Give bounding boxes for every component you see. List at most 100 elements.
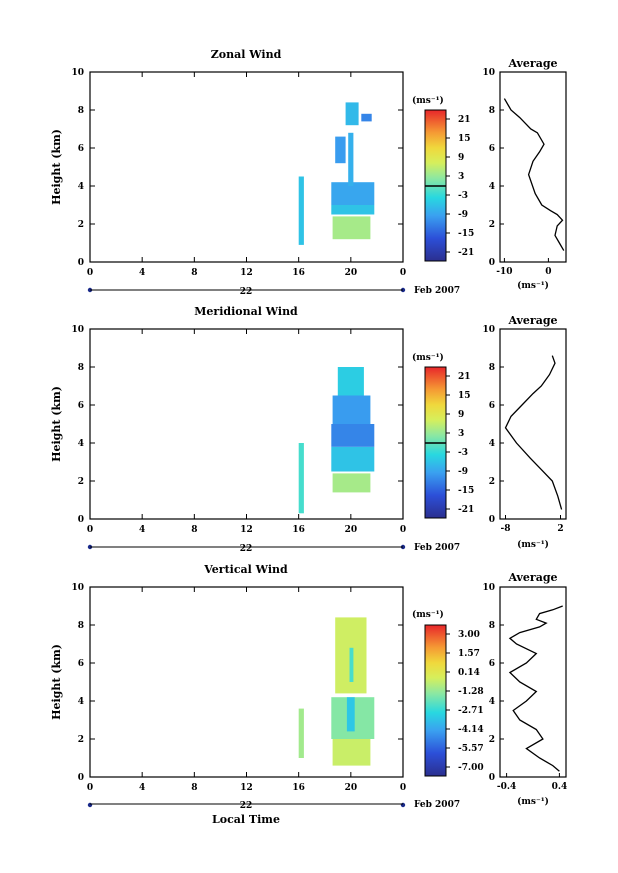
average-y-tick-label: 8 <box>489 363 495 373</box>
average-profile-line <box>503 98 565 251</box>
average-y-tick-label: 8 <box>489 106 495 116</box>
colorbar-tick-label: -4.14 <box>458 725 484 735</box>
colorbar-tick-label: -2.71 <box>458 706 484 716</box>
y-tick-label: 10 <box>71 68 84 78</box>
y-tick-label: 6 <box>78 401 84 411</box>
x-tick-label: 8 <box>191 268 197 278</box>
average-y-tick-label: 2 <box>489 477 495 487</box>
average-y-tick-label: 4 <box>489 697 495 707</box>
x-tick-label: 0 <box>400 268 406 278</box>
average-y-tick-label: 4 <box>489 439 495 449</box>
day-label: 22 <box>240 544 253 554</box>
x-tick-label: 16 <box>292 783 305 793</box>
heatmap-cell <box>346 697 355 732</box>
colorbar-tick-label: 3.00 <box>458 630 480 640</box>
average-x-label: (ms⁻¹) <box>517 280 549 291</box>
x-tick-label: 0 <box>87 783 93 793</box>
heatmap-cell <box>361 113 372 122</box>
x-tick-label: 20 <box>345 783 358 793</box>
heatmap-cell <box>331 182 375 205</box>
x-tick-label: 12 <box>240 783 253 793</box>
x-axis-label: Local Time <box>212 813 280 826</box>
y-tick-label: 2 <box>78 477 84 487</box>
x-tick-label: 8 <box>191 525 197 535</box>
heatmap-cell <box>332 216 371 240</box>
colorbar-unit: (ms⁻¹) <box>412 609 444 620</box>
colorbar-tick-label: 3 <box>458 172 464 182</box>
colorbar-tick-label: -5.57 <box>458 744 484 754</box>
heatmap-cell <box>332 739 371 766</box>
y-tick-label: 10 <box>71 583 84 593</box>
average-title: Average <box>507 314 557 327</box>
heatmap-cell <box>345 102 359 126</box>
heatmap-cell <box>298 443 304 514</box>
average-y-tick-label: 10 <box>482 68 495 78</box>
heatmap-cells <box>298 102 375 245</box>
y-tick-label: 10 <box>71 325 84 335</box>
heatmap-cell <box>331 446 375 472</box>
average-line: 0 2 4 6 8 10 -8 2 <box>482 325 563 534</box>
heatmap-cells <box>298 367 375 514</box>
average-y-tick-label: 4 <box>489 182 495 192</box>
heatmap-cell <box>332 473 371 493</box>
heatmap-cell <box>337 367 364 396</box>
x-tick-label: 0 <box>87 268 93 278</box>
panel-title: Zonal Wind <box>211 48 282 61</box>
colorbar-tick-label: 9 <box>458 410 464 420</box>
average-x-tick-label: -10 <box>496 267 512 277</box>
heatmap-cell <box>348 132 354 186</box>
average-y-tick-label: 0 <box>489 515 495 525</box>
x-tick-label: 12 <box>240 268 253 278</box>
average-plot: Average 0 2 4 6 8 10 -8 2 (ms⁻¹) <box>482 314 567 550</box>
colorbar-tick-label: -3 <box>458 448 468 458</box>
colorbar-tick-label: -1.28 <box>458 687 484 697</box>
date-bar-marker <box>87 802 93 808</box>
average-y-tick-label: 10 <box>482 583 495 593</box>
colorbar-tick-label: -15 <box>458 486 474 496</box>
average-line: 0 2 4 6 8 10 -0.4 0.4 <box>482 583 567 792</box>
average-plot: Average 0 2 4 6 8 10 -0.4 0.4 (ms⁻¹) <box>482 571 567 807</box>
average-y-tick-label: 8 <box>489 621 495 631</box>
colorbar: (ms⁻¹) 3.00 1.57 0.14 -1.28 -2.71 -4.14 -5.57 -… <box>412 609 484 777</box>
average-y-tick-label: 0 <box>489 258 495 268</box>
average-y-tick-label: 6 <box>489 659 495 669</box>
average-x-tick-label: -0.4 <box>497 782 516 792</box>
colorbar-unit: (ms⁻¹) <box>412 352 444 363</box>
date-label: Feb 2007 <box>414 286 460 296</box>
colorbar-tick-label: -21 <box>458 248 474 258</box>
x-tick-label: 8 <box>191 783 197 793</box>
average-y-tick-label: 2 <box>489 220 495 230</box>
x-tick-label: 0 <box>400 525 406 535</box>
average-y-tick-label: 10 <box>482 325 495 335</box>
x-tick-label: 20 <box>345 525 358 535</box>
colorbar-tick-label: 1.57 <box>458 649 480 659</box>
average-x-label: (ms⁻¹) <box>517 796 549 807</box>
date-label: Feb 2007 <box>414 800 460 810</box>
y-axis-label: Height (km) <box>50 129 63 205</box>
y-axis-label: Height (km) <box>50 644 63 720</box>
average-x-tick-label: -8 <box>501 524 511 534</box>
y-tick-label: 0 <box>78 773 84 783</box>
day-label: 22 <box>240 287 253 297</box>
colorbar-tick-label: -21 <box>458 505 474 515</box>
average-title: Average <box>507 57 557 70</box>
colorbar-tick-label: 15 <box>458 134 471 144</box>
x-tick-label: 4 <box>139 783 145 793</box>
y-tick-label: 6 <box>78 659 84 669</box>
x-tick-label: 0 <box>400 783 406 793</box>
average-profile-line <box>508 605 563 772</box>
colorbar: (ms⁻¹) 21 15 9 3 -3 -9 -15 -21 <box>412 352 474 519</box>
heatmap-cell <box>298 176 304 245</box>
colorbar-tick-label: -15 <box>458 229 474 239</box>
heatmap-cell <box>332 395 371 424</box>
x-tick-label: 4 <box>139 268 145 278</box>
heatmap-cell <box>331 205 375 215</box>
